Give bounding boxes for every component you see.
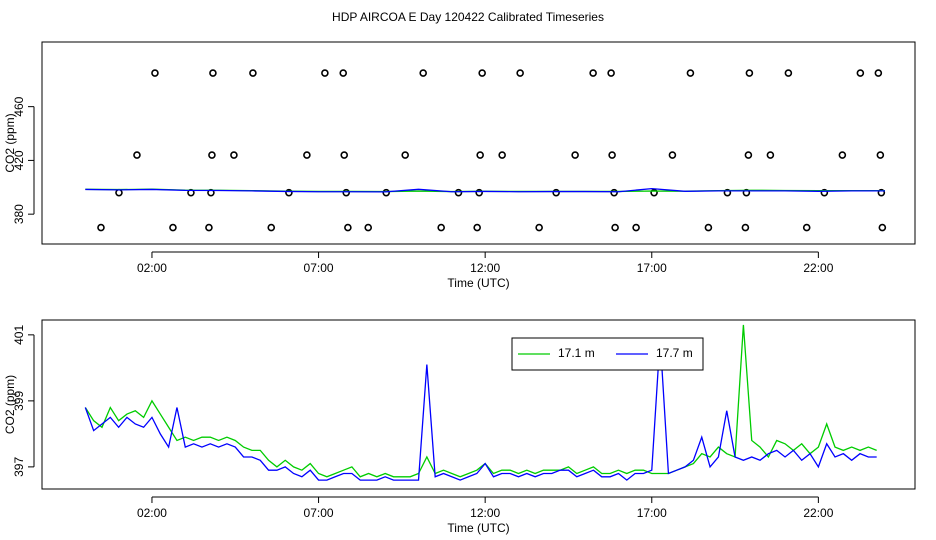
y-tick-label: 460 bbox=[12, 96, 26, 116]
data-point bbox=[208, 151, 216, 159]
data-point bbox=[209, 69, 217, 77]
y-axis-title: CO2 (ppm) bbox=[3, 113, 17, 172]
data-point bbox=[766, 151, 775, 159]
data-point bbox=[723, 188, 732, 197]
x-axis-title: Time (UTC) bbox=[447, 521, 509, 535]
data-point bbox=[745, 69, 754, 77]
data-point bbox=[364, 223, 373, 232]
x-tick-label: 12:00 bbox=[470, 506, 500, 520]
data-point bbox=[856, 69, 865, 77]
data-point bbox=[571, 151, 579, 159]
data-point bbox=[382, 188, 391, 197]
data-point bbox=[741, 223, 750, 232]
data-point bbox=[249, 69, 257, 77]
x-tick-label: 12:00 bbox=[470, 261, 500, 275]
data-point bbox=[285, 188, 293, 197]
data-point bbox=[478, 69, 486, 77]
data-point bbox=[552, 188, 560, 197]
data-point bbox=[877, 188, 886, 197]
data-point bbox=[535, 223, 543, 232]
y-tick-label: 401 bbox=[12, 325, 26, 345]
data-point bbox=[437, 223, 445, 232]
data-point bbox=[342, 188, 351, 197]
data-point bbox=[339, 69, 348, 77]
data-point bbox=[608, 151, 616, 159]
y-axis-title: CO2 (ppm) bbox=[3, 375, 17, 434]
data-point bbox=[97, 223, 105, 232]
legend-label: 17.1 m bbox=[558, 346, 595, 360]
data-point bbox=[650, 188, 658, 197]
x-tick-label: 07:00 bbox=[304, 506, 334, 520]
data-point bbox=[151, 69, 159, 77]
legend-label: 17.7 m bbox=[656, 346, 693, 360]
data-point bbox=[340, 151, 349, 159]
data-line bbox=[84, 338, 877, 481]
data-point bbox=[344, 223, 352, 232]
data-point bbox=[704, 223, 713, 232]
data-point bbox=[169, 223, 177, 232]
data-line bbox=[84, 324, 877, 478]
x-tick-label: 17:00 bbox=[637, 261, 667, 275]
data-point bbox=[303, 151, 311, 159]
plot-box bbox=[41, 319, 916, 490]
y-tick-label: 399 bbox=[12, 391, 26, 411]
data-point bbox=[607, 69, 615, 77]
data-point bbox=[838, 151, 847, 159]
x-tick-label: 02:00 bbox=[137, 506, 167, 520]
data-line bbox=[85, 187, 886, 193]
data-point bbox=[454, 188, 463, 197]
data-point bbox=[516, 69, 524, 77]
y-tick-label: 380 bbox=[12, 204, 26, 224]
data-point bbox=[589, 69, 597, 77]
y-tick-label: 420 bbox=[12, 150, 26, 170]
data-point bbox=[475, 188, 483, 197]
x-tick-label: 02:00 bbox=[137, 261, 167, 275]
data-point bbox=[267, 223, 276, 232]
x-tick-label: 07:00 bbox=[304, 261, 334, 275]
data-point bbox=[744, 151, 753, 159]
data-point bbox=[419, 69, 427, 77]
data-point bbox=[802, 223, 811, 232]
data-point bbox=[876, 151, 885, 159]
data-point bbox=[632, 223, 640, 232]
x-tick-label: 22:00 bbox=[803, 261, 833, 275]
data-point bbox=[401, 151, 409, 159]
x-tick-label: 17:00 bbox=[637, 506, 667, 520]
data-point bbox=[476, 151, 484, 159]
data-point bbox=[321, 69, 329, 77]
data-point bbox=[686, 69, 695, 77]
x-axis-title: Time (UTC) bbox=[447, 276, 509, 290]
data-point bbox=[820, 188, 829, 197]
y-tick-label: 397 bbox=[12, 457, 26, 477]
plot-box bbox=[41, 41, 916, 245]
data-point bbox=[230, 151, 238, 159]
data-point bbox=[498, 151, 506, 159]
chart-title: HDP AIRCOA E Day 120422 Calibrated Times… bbox=[332, 10, 604, 24]
data-point bbox=[784, 69, 793, 77]
data-point bbox=[205, 223, 213, 232]
data-point bbox=[473, 223, 481, 232]
data-point bbox=[668, 151, 677, 159]
data-point bbox=[133, 151, 141, 159]
data-point bbox=[611, 223, 619, 232]
data-point bbox=[610, 188, 618, 197]
x-tick-label: 22:00 bbox=[803, 506, 833, 520]
data-point bbox=[878, 223, 887, 232]
data-point bbox=[874, 69, 883, 77]
